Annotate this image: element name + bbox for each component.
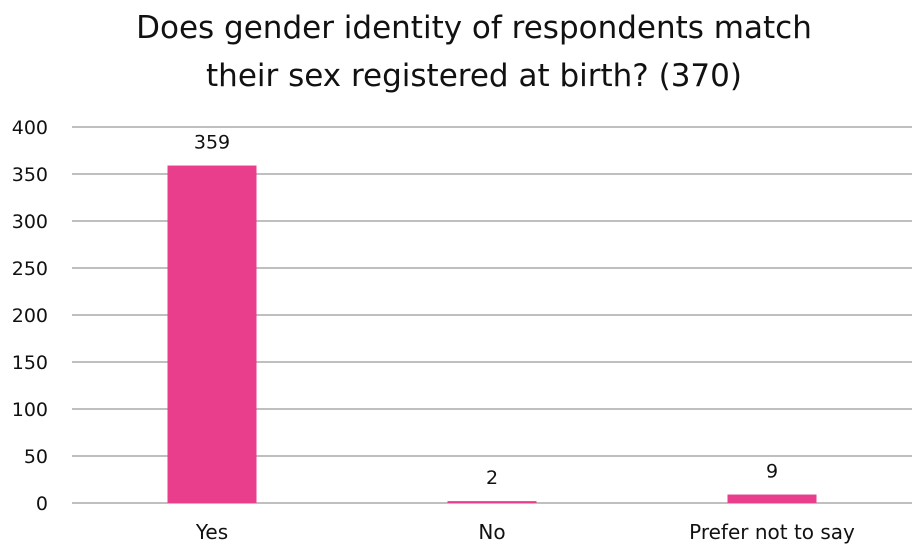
y-tick-label-100: 100 <box>12 399 48 421</box>
y-tick-label-150: 150 <box>12 352 48 374</box>
x-tick-label-prefer-not-to-say: Prefer not to say <box>689 520 855 544</box>
bar-yes <box>167 165 257 504</box>
y-tick-label-250: 250 <box>12 258 48 280</box>
data-label-yes: 359 <box>194 132 230 154</box>
chart-title-line-1: Does gender identity of respondents matc… <box>136 10 812 46</box>
y-tick-label-200: 200 <box>12 305 48 327</box>
plot-area: 0 50 100 150 200 250 300 350 400 359 Yes 2 No 9 Prefer… <box>12 117 912 544</box>
bar-prefer-not-to-say <box>727 494 817 503</box>
x-tick-label-no: No <box>478 520 505 544</box>
y-tick-label-400: 400 <box>12 117 48 139</box>
y-tick-label-300: 300 <box>12 211 48 233</box>
y-tick-label-350: 350 <box>12 164 48 186</box>
y-tick-label-50: 50 <box>24 446 48 468</box>
y-tick-label-0: 0 <box>36 493 48 515</box>
bar-no <box>447 501 537 503</box>
x-tick-label-yes: Yes <box>195 520 228 544</box>
data-label-prefer-not-to-say: 9 <box>766 461 778 483</box>
chart-title: Does gender identity of respondents matc… <box>136 10 812 94</box>
chart-title-line-2: their sex registered at birth? (370) <box>206 58 742 94</box>
data-label-no: 2 <box>486 467 498 489</box>
